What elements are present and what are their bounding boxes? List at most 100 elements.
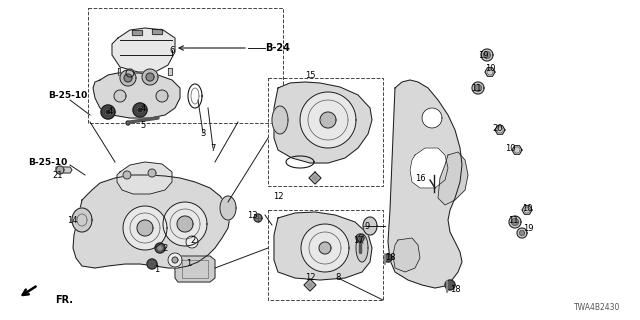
Polygon shape (517, 228, 527, 238)
Polygon shape (117, 162, 172, 194)
Polygon shape (522, 206, 532, 214)
Polygon shape (158, 246, 162, 250)
Text: 18: 18 (450, 285, 460, 294)
Polygon shape (112, 28, 175, 72)
Bar (88, 8, 283, 123)
Text: TWA4B2430: TWA4B2430 (573, 303, 620, 312)
Polygon shape (56, 166, 64, 174)
Polygon shape (186, 236, 198, 248)
Text: 15: 15 (305, 70, 316, 79)
Polygon shape (175, 256, 215, 282)
Text: 21: 21 (52, 171, 63, 180)
Text: 19: 19 (523, 223, 533, 233)
Text: 19: 19 (477, 51, 488, 60)
Polygon shape (388, 80, 462, 288)
Polygon shape (438, 152, 468, 205)
Text: 3: 3 (200, 129, 205, 138)
Text: 9: 9 (364, 221, 370, 230)
Polygon shape (73, 175, 230, 268)
Polygon shape (123, 171, 131, 179)
Polygon shape (356, 234, 368, 262)
Polygon shape (520, 230, 525, 236)
Polygon shape (156, 90, 168, 102)
Polygon shape (152, 29, 162, 34)
Text: 1: 1 (154, 266, 159, 275)
Polygon shape (422, 108, 442, 128)
Polygon shape (254, 214, 262, 222)
Polygon shape (168, 253, 182, 267)
Polygon shape (485, 68, 495, 76)
Text: 13: 13 (246, 211, 257, 220)
Polygon shape (301, 224, 349, 272)
Text: 6: 6 (170, 45, 175, 54)
Polygon shape (56, 167, 72, 173)
Polygon shape (72, 208, 92, 232)
Polygon shape (495, 126, 505, 134)
Text: 4: 4 (140, 103, 146, 113)
Polygon shape (274, 212, 372, 280)
Text: 7: 7 (211, 143, 216, 153)
Polygon shape (172, 257, 178, 263)
Polygon shape (304, 279, 316, 291)
Text: FR.: FR. (55, 295, 73, 305)
Polygon shape (509, 216, 521, 228)
Text: 10: 10 (505, 143, 515, 153)
Polygon shape (300, 92, 356, 148)
Polygon shape (511, 219, 518, 226)
Polygon shape (163, 202, 207, 246)
Polygon shape (126, 69, 134, 77)
Polygon shape (393, 238, 420, 272)
Polygon shape (177, 216, 193, 232)
Polygon shape (307, 282, 313, 288)
Polygon shape (146, 73, 154, 81)
Text: 8: 8 (335, 274, 340, 283)
Polygon shape (147, 259, 157, 269)
Polygon shape (101, 105, 115, 119)
Polygon shape (410, 148, 448, 188)
Text: 16: 16 (415, 173, 426, 182)
Polygon shape (123, 206, 167, 250)
Polygon shape (118, 68, 120, 75)
Text: 20: 20 (493, 124, 503, 132)
Polygon shape (137, 107, 143, 113)
Polygon shape (272, 106, 288, 134)
Text: 17: 17 (353, 236, 364, 244)
Polygon shape (472, 82, 484, 94)
Text: 2: 2 (190, 236, 196, 244)
Polygon shape (483, 52, 490, 59)
Polygon shape (319, 242, 331, 254)
Polygon shape (445, 280, 455, 290)
Text: B-24: B-24 (265, 43, 290, 53)
Text: B-25-10: B-25-10 (48, 91, 87, 100)
Text: 10: 10 (484, 63, 495, 73)
Polygon shape (133, 103, 147, 117)
Bar (268, 210, 383, 300)
Text: B-25-10: B-25-10 (28, 157, 67, 166)
Polygon shape (274, 82, 372, 163)
Polygon shape (363, 217, 377, 235)
Polygon shape (220, 196, 236, 220)
Polygon shape (105, 109, 111, 115)
Polygon shape (126, 121, 130, 125)
Polygon shape (168, 68, 172, 75)
Polygon shape (309, 172, 321, 184)
Polygon shape (481, 49, 493, 61)
Polygon shape (320, 112, 336, 128)
Bar (268, 78, 383, 186)
Polygon shape (124, 74, 132, 82)
Polygon shape (312, 175, 318, 181)
Polygon shape (93, 73, 180, 118)
Text: 11: 11 (471, 84, 481, 92)
Text: 5: 5 (140, 121, 146, 130)
Polygon shape (120, 70, 136, 86)
Text: 1: 1 (186, 260, 191, 268)
Polygon shape (356, 234, 364, 242)
Polygon shape (132, 30, 142, 35)
Polygon shape (137, 220, 153, 236)
Polygon shape (142, 69, 158, 85)
Polygon shape (512, 146, 522, 154)
Text: 4: 4 (108, 107, 113, 116)
Text: 2: 2 (163, 244, 168, 252)
Polygon shape (114, 90, 126, 102)
Text: 11: 11 (508, 215, 518, 225)
